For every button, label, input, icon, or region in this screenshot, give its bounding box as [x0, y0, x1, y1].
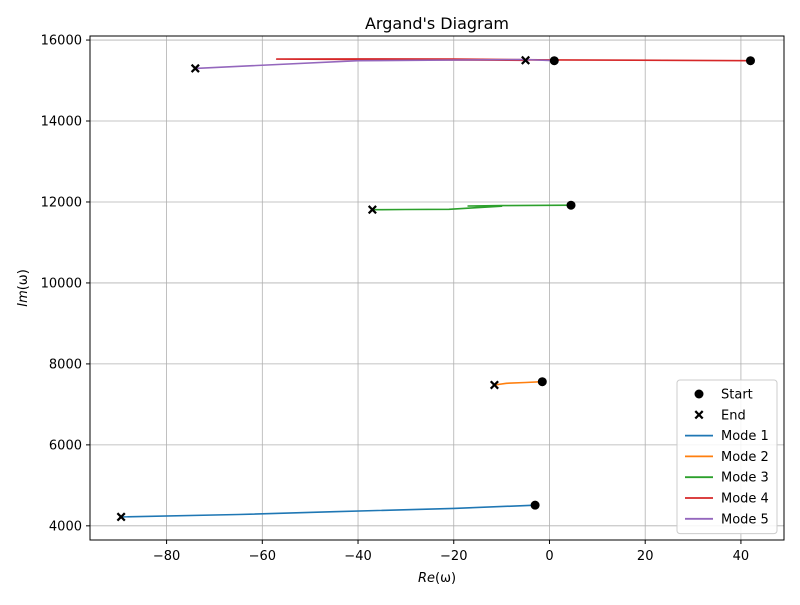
legend-label: Mode 4: [721, 492, 769, 507]
x-tick-label: 0: [545, 549, 553, 564]
end-marker-mode-3-shape: [367, 205, 377, 215]
x-tick-label: 20: [637, 549, 654, 564]
y-axis-title-suffix: (ω): [16, 269, 31, 290]
legend-start-marker: [694, 389, 704, 399]
start-marker-mode-1: [530, 500, 540, 510]
end-marker-mode-4-shape: [521, 55, 531, 65]
start-marker-mode-5: [549, 56, 559, 66]
y-tick-label: 6000: [49, 438, 82, 453]
x-tick-label: −80: [153, 549, 180, 564]
x-tick-label: −60: [249, 549, 276, 564]
point-markers: [116, 55, 755, 522]
grid-lines: [90, 36, 784, 540]
y-tick-label: 16000: [41, 34, 82, 49]
x-axis-title-suffix: (ω): [435, 571, 456, 586]
legend: Start End Mode 1 Mode 2 Mode 3 Mode 4 Mode 5: [676, 379, 778, 535]
x-axis-title: Re(ω): [418, 571, 456, 586]
series-lines: [121, 58, 751, 518]
legend-label: Mode 5: [721, 512, 769, 527]
series-line-mode-1: [121, 504, 536, 518]
y-tick-label: 12000: [41, 195, 82, 210]
series-line-mode-3: [372, 204, 572, 211]
end-marker-mode-2: [489, 380, 499, 390]
series-line-mode-5: [195, 58, 555, 70]
axis-ticks: −80 −60 −40 −20 0 20 40 4000 6000 8000 10000 12000 1…: [41, 34, 750, 564]
start-marker-mode-4: [745, 56, 755, 66]
y-tick-label: 14000: [41, 115, 82, 130]
legend-label: End: [721, 408, 746, 423]
legend-label: Mode 2: [721, 450, 769, 465]
legend-end-marker: [694, 410, 704, 420]
legend-label: Start: [721, 388, 753, 403]
y-axis-title: Im(ω): [16, 269, 31, 307]
y-tick-label: 8000: [49, 357, 82, 372]
x-axis-title-prefix: Re: [418, 571, 435, 586]
end-marker-mode-3: [367, 205, 377, 215]
y-tick-label: 10000: [41, 276, 82, 291]
legend-label: Mode 1: [721, 429, 769, 444]
end-marker-mode-4: [521, 55, 531, 65]
end-marker-mode-5: [190, 63, 200, 73]
end-marker-mode-1-shape: [116, 512, 126, 522]
end-marker-mode-5-shape: [190, 63, 200, 73]
start-marker-mode-2: [537, 377, 547, 387]
y-tick-label: 4000: [49, 519, 82, 534]
x-tick-label: 40: [733, 549, 750, 564]
series-line-mode-2: [494, 380, 543, 386]
y-axis-title-prefix: Im: [16, 290, 31, 307]
chart-title: Argand's Diagram: [365, 14, 509, 33]
legend-label: Mode 3: [721, 471, 769, 486]
legend-end-marker-shape: [694, 410, 704, 420]
end-marker-mode-1: [116, 512, 126, 522]
x-tick-label: −20: [440, 549, 467, 564]
x-tick-label: −40: [344, 549, 371, 564]
end-marker-mode-2-shape: [489, 380, 499, 390]
start-marker-mode-3: [566, 200, 576, 210]
plot-frame: [89, 35, 785, 541]
